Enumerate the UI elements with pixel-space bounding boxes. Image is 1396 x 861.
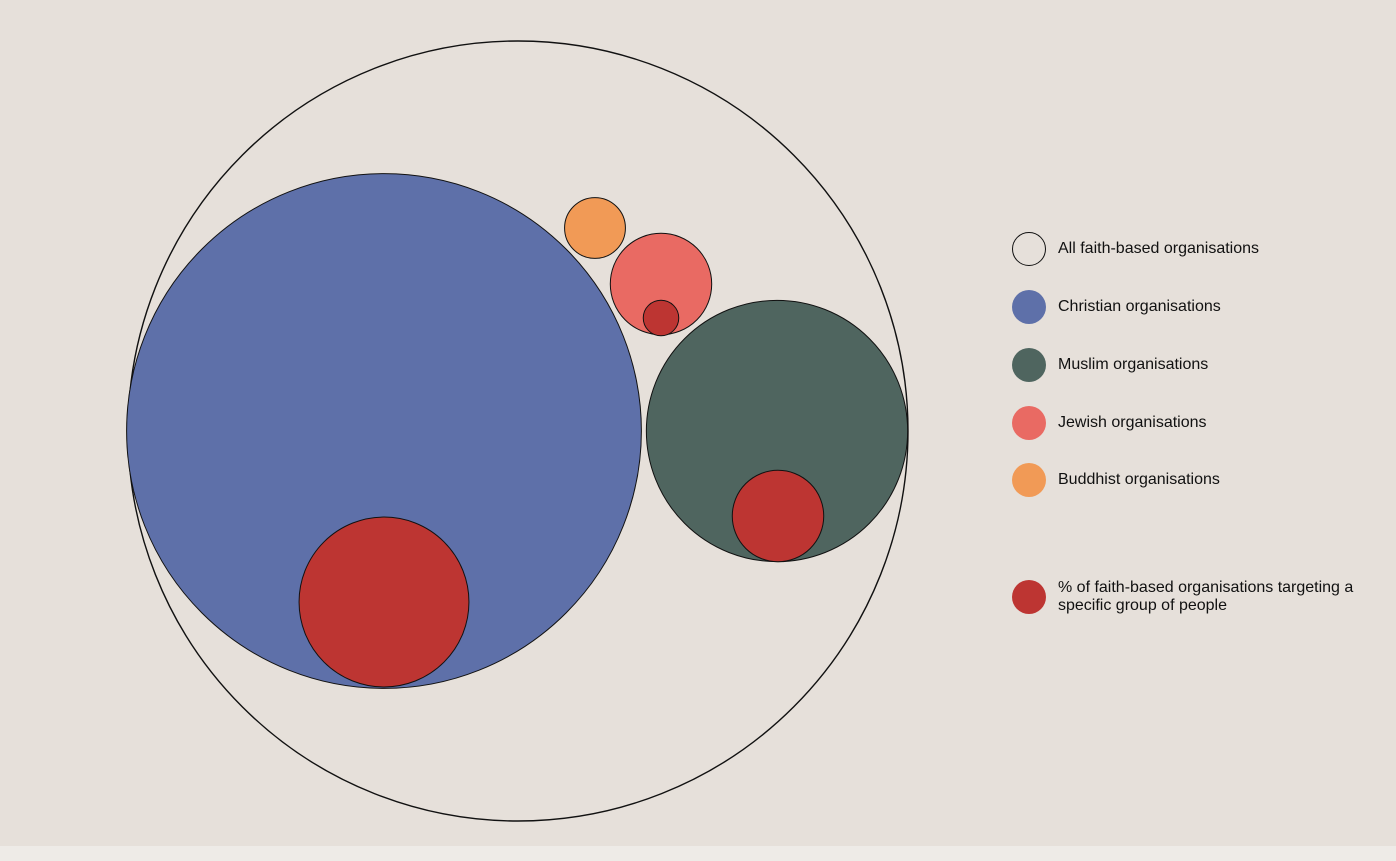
subgroup-jewish bbox=[642, 299, 680, 337]
subgroup-christian bbox=[298, 516, 470, 688]
legend-swatch-jewish bbox=[1012, 406, 1046, 440]
legend-item-all: All faith-based organisations bbox=[1012, 232, 1382, 266]
legend-label-jewish: Jewish organisations bbox=[1058, 414, 1207, 431]
bubble-buddhist bbox=[564, 197, 626, 259]
legend-item-muslim: Muslim organisations bbox=[1012, 348, 1382, 382]
bubble-layer bbox=[126, 40, 909, 822]
legend-swatch-muslim bbox=[1012, 348, 1046, 382]
legend-label-christian: Christian organisations bbox=[1058, 298, 1221, 315]
subgroup-muslim bbox=[731, 469, 825, 563]
legend-label-muslim: Muslim organisations bbox=[1058, 356, 1209, 373]
legend-swatch-christian bbox=[1012, 290, 1046, 324]
bubble-christian bbox=[126, 173, 642, 689]
legend-swatch-subgroup bbox=[1012, 580, 1046, 614]
legend-swatch-buddhist bbox=[1012, 463, 1046, 497]
legend-item-jewish: Jewish organisations bbox=[1012, 406, 1382, 440]
legend-item-buddhist: Buddhist organisations bbox=[1012, 463, 1382, 497]
legend-label-subgroup: % of faith-based organisations targeting… bbox=[1058, 579, 1354, 614]
legend: All faith-based organisations Christian … bbox=[1012, 0, 1382, 846]
legend-item-subgroup: % of faith-based organisations targeting… bbox=[1012, 579, 1382, 615]
legend-label-all: All faith-based organisations bbox=[1058, 240, 1260, 257]
legend-item-christian: Christian organisations bbox=[1012, 290, 1382, 324]
bottom-strip bbox=[0, 846, 1396, 861]
legend-swatch-all bbox=[1012, 232, 1046, 266]
legend-label-buddhist: Buddhist organisations bbox=[1058, 471, 1220, 488]
